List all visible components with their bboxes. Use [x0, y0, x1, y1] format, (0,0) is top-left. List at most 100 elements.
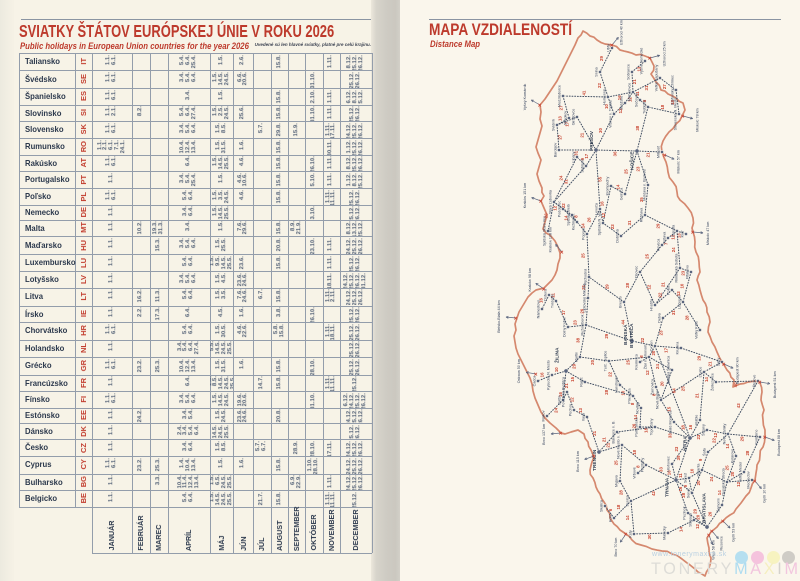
svg-text:28: 28 — [681, 492, 686, 497]
svg-text:26: 26 — [580, 308, 585, 313]
svg-text:Kraków 108 km: Kraków 108 km — [549, 227, 553, 252]
svg-text:18: 18 — [632, 449, 637, 454]
svg-text:39: 39 — [676, 455, 681, 460]
svg-text:Stupava: Stupava — [688, 512, 692, 526]
svg-text:Poprad: Poprad — [581, 228, 585, 240]
svg-text:14: 14 — [616, 184, 621, 189]
svg-text:10: 10 — [680, 283, 685, 288]
svg-text:6: 6 — [608, 508, 613, 511]
svg-text:12: 12 — [736, 481, 741, 486]
svg-text:23: 23 — [680, 270, 685, 275]
svg-text:26: 26 — [587, 217, 592, 222]
svg-text:Sabinov: Sabinov — [580, 159, 584, 172]
svg-text:Nováky: Nováky — [635, 402, 639, 414]
svg-text:29: 29 — [571, 363, 576, 368]
svg-text:16: 16 — [688, 424, 693, 429]
svg-text:Sečovce: Sečovce — [634, 93, 638, 107]
svg-text:44: 44 — [621, 319, 626, 324]
svg-text:Martin: Martin — [574, 352, 578, 362]
svg-text:✕: ✕ — [559, 431, 565, 435]
svg-text:Spišská Stará Ves: Spišská Stará Ves — [542, 216, 546, 246]
svg-text:Nové Mesto n. V.: Nové Mesto n. V. — [616, 431, 620, 459]
svg-text:Stropkov: Stropkov — [563, 111, 567, 126]
svg-text:Győr 53 km: Győr 53 km — [731, 523, 735, 542]
svg-text:Ostrava 50 km: Ostrava 50 km — [517, 359, 521, 383]
svg-text:10: 10 — [690, 468, 695, 473]
svg-text:Rimavská Sobota: Rimavská Sobota — [674, 253, 678, 283]
svg-text:23: 23 — [573, 320, 578, 325]
svg-text:9: 9 — [698, 458, 703, 461]
svg-text:✕: ✕ — [592, 454, 598, 458]
svg-text:TRENČÍN: TRENČÍN — [590, 449, 598, 471]
svg-text:11: 11 — [635, 91, 640, 96]
svg-text:Liptovský Mikuláš: Liptovský Mikuláš — [582, 283, 586, 312]
svg-text:12: 12 — [671, 234, 676, 239]
svg-text:12: 12 — [552, 205, 557, 210]
svg-text:✕: ✕ — [514, 316, 520, 320]
svg-text:Slovenské N. Mesto: Slovenské N. Mesto — [673, 98, 677, 131]
svg-text:Kolárovo: Kolárovo — [730, 449, 734, 464]
svg-text:25: 25 — [680, 386, 685, 391]
svg-text:Malacky: Malacky — [662, 526, 666, 540]
svg-text:Brezno: Brezno — [618, 296, 622, 308]
svg-text:Šurany: Šurany — [700, 424, 705, 436]
svg-text:22: 22 — [561, 203, 566, 208]
svg-text:Východná: Východná — [583, 268, 587, 285]
svg-text:Zlaté Moravce: Zlaté Moravce — [668, 410, 672, 433]
svg-text:12: 12 — [713, 432, 718, 437]
svg-text:15: 15 — [666, 406, 671, 411]
svg-text:✕: ✕ — [707, 533, 713, 537]
svg-text:13: 13 — [578, 408, 583, 413]
svg-text:✕: ✕ — [691, 230, 697, 234]
svg-text:Turč. Teplice: Turč. Teplice — [603, 351, 607, 372]
svg-text:23: 23 — [658, 330, 663, 335]
svg-text:Gelnica: Gelnica — [619, 187, 623, 200]
svg-text:20: 20 — [659, 381, 664, 386]
svg-text:✕: ✕ — [610, 43, 616, 47]
svg-text:✕: ✕ — [763, 435, 769, 439]
svg-text:Fiľakovo: Fiľakovo — [685, 265, 689, 279]
svg-text:29: 29 — [696, 355, 701, 360]
svg-text:16: 16 — [558, 392, 563, 397]
svg-text:36: 36 — [612, 151, 617, 156]
svg-text:33: 33 — [659, 467, 664, 472]
svg-text:17: 17 — [664, 347, 669, 352]
svg-text:Miskolc 47 km: Miskolc 47 km — [706, 222, 710, 245]
svg-text:Budapest 51 km: Budapest 51 km — [773, 371, 777, 398]
svg-text:17: 17 — [584, 153, 589, 158]
svg-text:✕: ✕ — [758, 380, 764, 384]
svg-text:40: 40 — [733, 382, 738, 387]
svg-text:Partizánske: Partizánske — [634, 417, 638, 436]
svg-text:Komárno: Komárno — [754, 430, 758, 445]
svg-text:12: 12 — [695, 524, 700, 529]
svg-text:12: 12 — [645, 370, 650, 375]
svg-text:Poltár: Poltár — [666, 284, 670, 294]
svg-text:22: 22 — [657, 292, 662, 297]
svg-text:35: 35 — [639, 197, 644, 202]
svg-text:Krupina: Krupina — [675, 341, 679, 355]
svg-text:14: 14 — [725, 443, 730, 448]
svg-text:16: 16 — [667, 470, 672, 475]
svg-text:25: 25 — [624, 169, 629, 174]
svg-text:29: 29 — [740, 436, 745, 441]
svg-text:8: 8 — [630, 402, 635, 405]
svg-text:10: 10 — [554, 367, 559, 372]
svg-text:13: 13 — [637, 66, 642, 71]
svg-text:18: 18 — [680, 425, 685, 430]
svg-text:Ilava: Ilava — [581, 412, 585, 421]
svg-text:Hnúšťa: Hnúšťa — [649, 298, 653, 311]
svg-text:Holíč: Holíč — [608, 514, 612, 523]
svg-text:Wien 58 km: Wien 58 km — [712, 540, 716, 559]
svg-text:20: 20 — [696, 480, 701, 485]
svg-text:31: 31 — [671, 310, 676, 315]
svg-text:Svidník: Svidník — [551, 119, 555, 131]
svg-text:Budapest 88 km: Budapest 88 km — [777, 429, 781, 456]
svg-text:Kráľ: Kráľ — [680, 230, 684, 238]
svg-text:13: 13 — [676, 291, 681, 296]
svg-text:Nové Zámky: Nové Zámky — [722, 423, 726, 444]
svg-text:Trebišov: Trebišov — [642, 100, 646, 114]
svg-text:29: 29 — [605, 284, 610, 289]
svg-text:Hlohovec: Hlohovec — [666, 456, 670, 472]
svg-text:29: 29 — [604, 333, 609, 338]
svg-text:NITRA: NITRA — [683, 436, 689, 451]
